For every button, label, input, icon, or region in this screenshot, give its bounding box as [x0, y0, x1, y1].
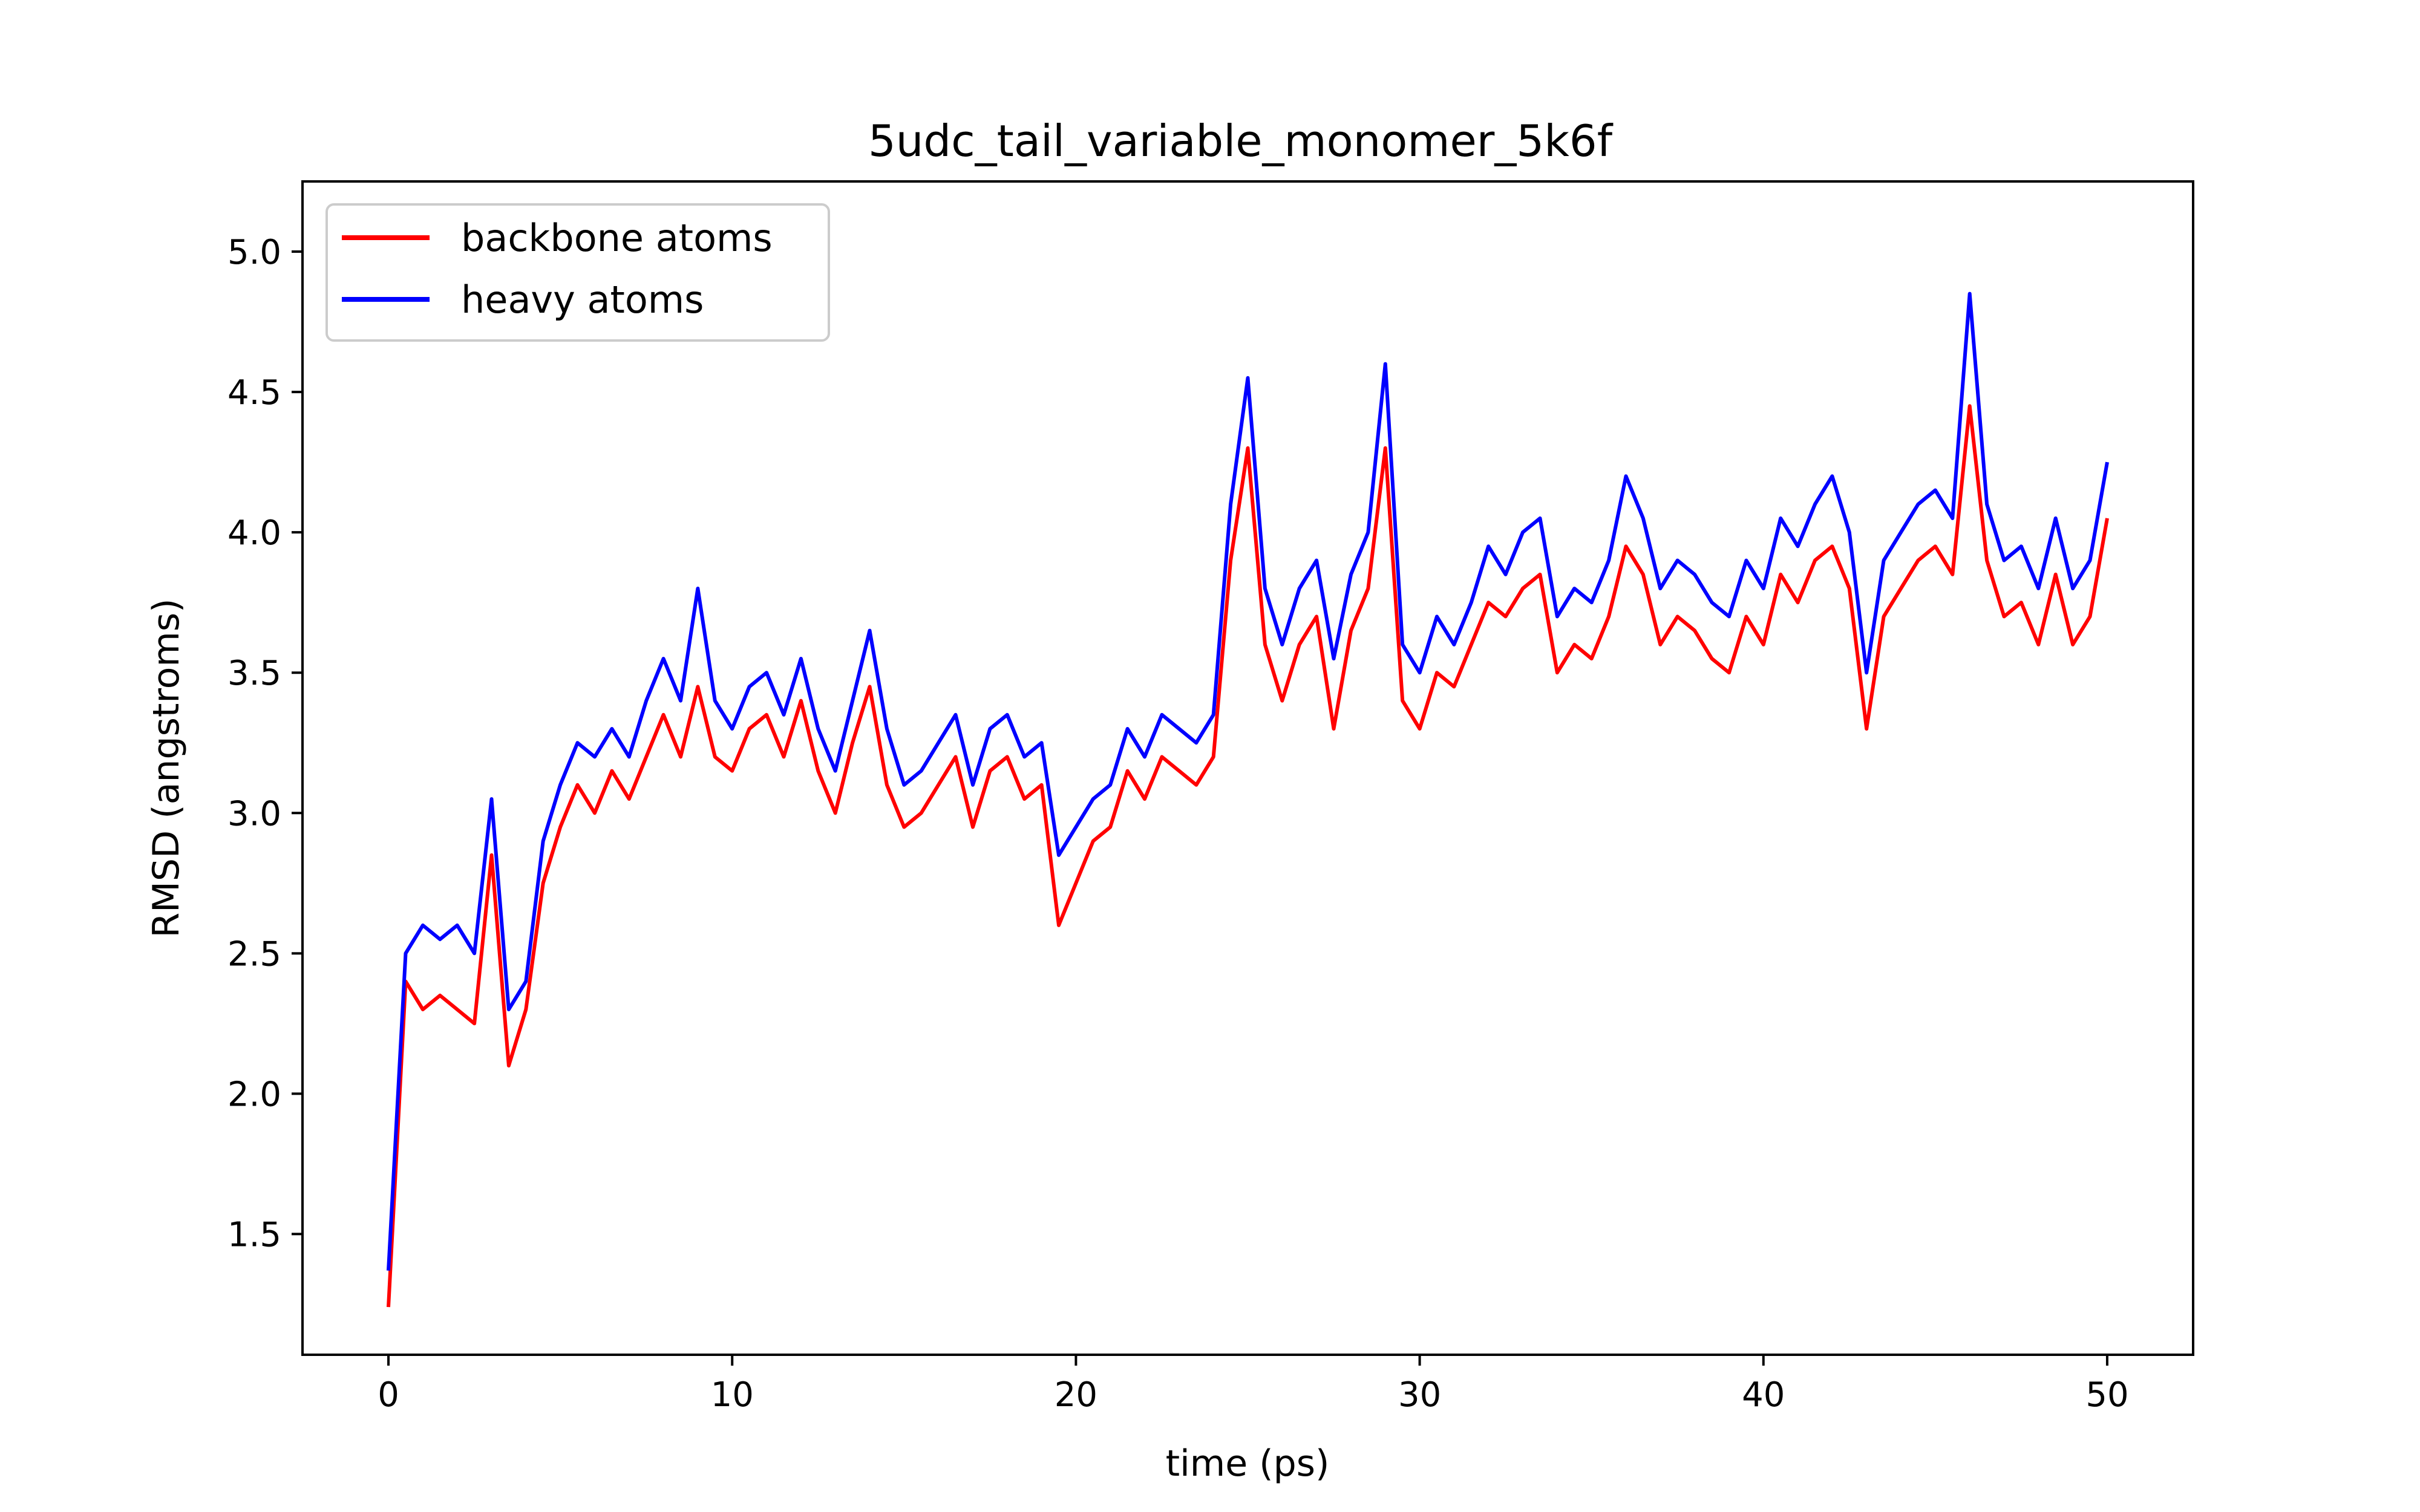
chart-title: 5udc_tail_variable_monomer_5k6f — [868, 116, 1614, 166]
x-tick-label: 10 — [711, 1375, 754, 1415]
x-tick-label: 50 — [2085, 1375, 2128, 1415]
series-layer — [387, 292, 2109, 1308]
y-tick-label: 2.5 — [227, 934, 281, 974]
x-tick-label: 20 — [1055, 1375, 1097, 1415]
plot-area-frame — [301, 180, 2194, 1356]
y-tick-label: 3.0 — [227, 794, 281, 833]
y-tick-label: 3.5 — [227, 654, 281, 693]
x-tick-label: 30 — [1398, 1375, 1441, 1415]
series-line-heavy-atoms — [387, 292, 2109, 1271]
y-axis-label: RMSD (angstroms) — [145, 598, 188, 937]
y-tick-label: 5.0 — [227, 233, 281, 272]
legend-label-heavy: heavy atoms — [461, 278, 704, 322]
x-tick-label: 40 — [1742, 1375, 1785, 1415]
x-tick-label: 0 — [378, 1375, 399, 1415]
y-tick-label: 1.5 — [227, 1215, 281, 1254]
legend-box — [325, 203, 830, 342]
legend: backbone atoms heavy atoms — [325, 203, 830, 342]
y-tick-label: 4.5 — [227, 373, 281, 412]
y-tick-label: 2.0 — [227, 1075, 281, 1114]
x-axis-label: time (ps) — [1166, 1442, 1330, 1485]
series-line-backbone-atoms — [387, 404, 2109, 1308]
legend-label-backbone: backbone atoms — [461, 216, 773, 260]
ticks-layer: 0 10 20 30 40 50 1.5 2.0 2.5 3.0 3.5 4.0 4.5 5.0 — [227, 233, 2129, 1415]
y-tick-label: 4.0 — [227, 513, 281, 553]
